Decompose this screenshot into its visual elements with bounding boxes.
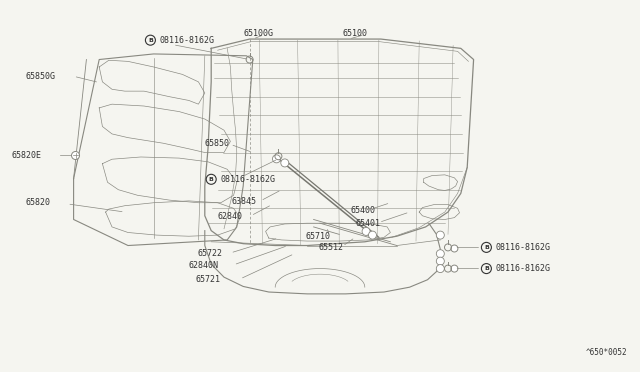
Text: B: B xyxy=(484,266,489,271)
Circle shape xyxy=(436,264,444,273)
Text: 65100: 65100 xyxy=(342,29,367,38)
Text: 65820E: 65820E xyxy=(12,151,42,160)
Text: 65100G: 65100G xyxy=(243,29,273,38)
Text: 65850: 65850 xyxy=(205,139,230,148)
Text: ^650*0052: ^650*0052 xyxy=(586,348,627,357)
Text: 65400: 65400 xyxy=(351,206,376,215)
Text: 62840N: 62840N xyxy=(189,262,219,270)
Circle shape xyxy=(451,245,458,252)
Text: B: B xyxy=(209,177,214,182)
Circle shape xyxy=(436,257,444,265)
Text: 08116-8162G: 08116-8162G xyxy=(159,36,214,45)
Circle shape xyxy=(281,159,289,167)
Text: 65721: 65721 xyxy=(195,275,220,284)
Circle shape xyxy=(72,151,79,160)
Circle shape xyxy=(273,155,280,163)
Text: 65820: 65820 xyxy=(26,198,51,207)
Text: 65850G: 65850G xyxy=(26,72,56,81)
Text: 63845: 63845 xyxy=(232,197,257,206)
Circle shape xyxy=(362,227,370,235)
Circle shape xyxy=(451,265,458,272)
Text: 65710: 65710 xyxy=(306,232,331,241)
Text: 08116-8162G: 08116-8162G xyxy=(220,175,275,184)
Circle shape xyxy=(369,231,376,239)
Text: B: B xyxy=(148,38,153,43)
Text: 65512: 65512 xyxy=(319,243,344,252)
Text: 62840: 62840 xyxy=(218,212,243,221)
Text: 08116-8162G: 08116-8162G xyxy=(495,264,550,273)
Text: 65722: 65722 xyxy=(197,249,222,258)
Text: 65401: 65401 xyxy=(355,219,380,228)
Text: 08116-8162G: 08116-8162G xyxy=(495,243,550,252)
Circle shape xyxy=(436,250,444,258)
Text: B: B xyxy=(484,245,489,250)
Circle shape xyxy=(436,231,444,239)
